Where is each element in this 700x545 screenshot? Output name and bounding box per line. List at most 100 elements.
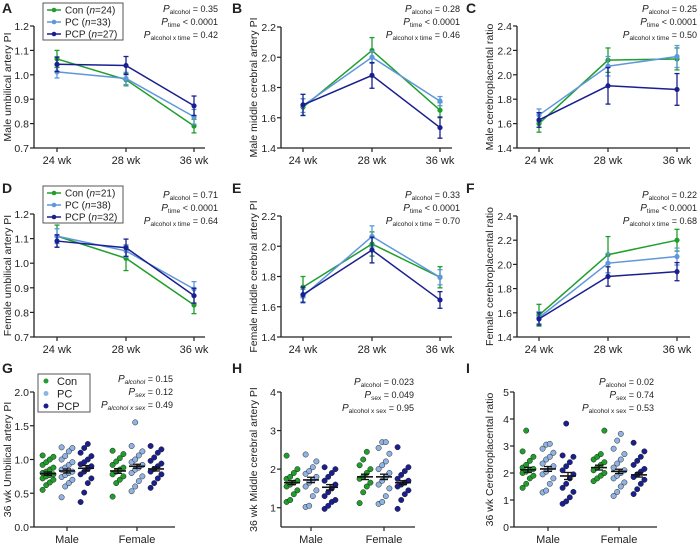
data-point-PCP (77, 449, 84, 456)
data-point-PC (617, 430, 624, 437)
p-value-stat: Ptime < 0.0001 (640, 17, 697, 29)
data-point-PC (539, 445, 546, 452)
data-point-PCP (630, 439, 637, 446)
p-value-stat: Palcohol x time = 0.42 (144, 30, 218, 42)
data-point-PCP (641, 466, 648, 472)
y-tick-label: 2.0 (497, 70, 512, 82)
data-point-PCP (321, 477, 328, 484)
data-point-PCP (54, 238, 60, 244)
y-tick-label: 1.8 (497, 284, 512, 296)
x-tick-label: Male (299, 534, 323, 545)
data-point-PCP (332, 497, 339, 503)
data-point-PCP (191, 293, 197, 299)
data-point-PCP (674, 269, 680, 275)
y-tick-label: 2 (270, 464, 276, 476)
x-tick-label: 24 wk (43, 155, 72, 167)
x-tick-label: 28 wk (594, 155, 623, 167)
x-tick-label: Male (536, 534, 560, 545)
legend-marker-PC (51, 202, 57, 208)
data-point-PCP (81, 489, 88, 496)
data-point-Con (290, 491, 297, 498)
data-point-PC (614, 488, 621, 495)
y-axis-label: 36 wk Middle cerebral artery PI (248, 387, 260, 532)
data-point-PC (132, 483, 139, 490)
p-value-stat: Palcohol x time = 0.70 (386, 216, 460, 228)
p-value-stat: Psex = 0.12 (128, 387, 173, 399)
data-point-PCP (437, 124, 443, 131)
y-tick-label: 1 (270, 503, 276, 515)
x-tick-label: 24 wk (289, 155, 318, 167)
data-point-PCP (325, 502, 332, 509)
x-tick-label: 36 wk (180, 155, 209, 167)
data-point-Con (290, 470, 297, 476)
x-tick-label: 36 wk (663, 344, 692, 356)
y-tick-label: 1.8 (261, 272, 276, 284)
y-tick-label: 2.2 (261, 22, 276, 34)
x-tick-label: 28 wk (358, 344, 387, 356)
data-point-PC (58, 444, 65, 451)
y-tick-label: 1.4 (497, 332, 512, 344)
data-point-PC (58, 494, 65, 501)
y-tick-label: 1.0 (14, 455, 29, 467)
p-value-stat: Palcohol x time = 0.46 (386, 30, 460, 42)
panel-E: E 1.4 1.6 1.8 2.0 2.2 24 wk 28 wk 36 wk Female mi… (232, 180, 460, 356)
y-tick-label: 2 (503, 468, 509, 480)
data-point-PCP (570, 453, 577, 460)
data-point-PC (546, 480, 553, 487)
data-point-PC (128, 443, 135, 449)
x-tick-label: 28 wk (112, 344, 141, 356)
y-tick-label: 1.0 (14, 258, 29, 270)
data-point-PC (69, 476, 76, 483)
y-tick-label: 1.0 (14, 70, 29, 82)
data-point-PCP (437, 297, 443, 303)
data-point-Con (523, 427, 530, 434)
y-tick-label: 1.6 (497, 308, 512, 320)
data-point-PC (382, 458, 389, 465)
data-point-PC (621, 451, 628, 458)
data-point-PC (302, 451, 309, 458)
data-point-PC (306, 468, 313, 475)
legend-marker-PC (51, 19, 57, 25)
p-value-stat: Ptime < 0.0001 (403, 203, 460, 215)
data-point-PC (546, 453, 553, 460)
y-axis-label: 36 wk Umbilical artery PI (2, 402, 14, 518)
data-point-PC (550, 475, 557, 482)
x-tick-label: 24 wk (525, 344, 554, 356)
legend-label-Con: Con (n=21) (65, 189, 115, 200)
y-tick-label: 4 (503, 414, 509, 426)
y-tick-label: 2.0 (261, 52, 276, 64)
data-point-PC (313, 487, 320, 494)
y-tick-label: 0.9 (14, 94, 29, 106)
data-point-Con (360, 456, 367, 463)
data-point-PCP (398, 471, 405, 478)
p-value-stat: Palcohol x sex = 0.53 (582, 403, 654, 415)
panel-G: G 0.0 0.5 1.0 1.5 2.0 Male Female 36 wk Umbilica… (2, 360, 175, 545)
data-point-PCP (566, 459, 573, 466)
p-value-stat: Palcohol = 0.33 (405, 190, 460, 202)
legend-label-PC: PC (57, 389, 72, 401)
data-point-PC (617, 483, 624, 490)
data-point-PC (386, 470, 393, 476)
p-value-stat: Palcohol = 0.02 (599, 377, 654, 389)
data-point-PC (139, 473, 146, 480)
p-value-stat: Palcohol x time = 0.68 (623, 216, 697, 228)
p-value-stat: Ptime < 0.0001 (161, 203, 218, 215)
data-point-PC (437, 274, 443, 280)
data-point-PCP (77, 499, 84, 505)
data-point-Con (109, 447, 116, 454)
data-point-PCP (566, 494, 573, 501)
y-tick-label: 4 (270, 387, 276, 399)
legend-label-Con: Con (57, 376, 77, 388)
data-point-PCP (634, 457, 641, 464)
p-value-stat: Palcohol x time = 0.64 (144, 216, 218, 228)
data-point-PCP (394, 505, 401, 512)
x-tick-label: 36 wk (426, 155, 455, 167)
data-point-Con (601, 427, 608, 434)
panel-label: B (232, 0, 242, 16)
data-point-PC (379, 498, 386, 505)
data-point-PC (309, 493, 316, 500)
data-point-Con (287, 473, 294, 480)
data-point-Con (109, 493, 116, 500)
